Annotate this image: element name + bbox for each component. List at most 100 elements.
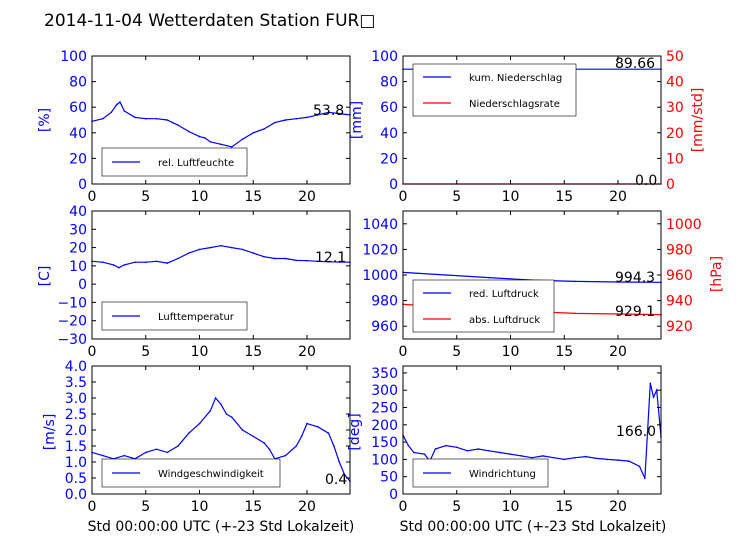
pressure-absolute-value: 929.1 bbox=[615, 304, 655, 320]
temperature-point-0-18 bbox=[274, 257, 276, 260]
wind-speed-point-0-25 bbox=[317, 426, 319, 428]
wind-speed-point-0-17 bbox=[252, 435, 255, 438]
wind-speed-point-0-26 bbox=[327, 432, 330, 435]
pressure-ytick2-label: 940 bbox=[666, 294, 693, 310]
wind-speed-xtick-label: 15 bbox=[244, 499, 262, 515]
humidity-xtick-label: 0 bbox=[88, 189, 97, 205]
temperature-point-0-7 bbox=[155, 260, 158, 263]
wind-direction-point-0-24 bbox=[638, 465, 641, 468]
humidity-point-0-20 bbox=[252, 132, 255, 134]
temperature-series-0 bbox=[91, 245, 351, 269]
wind-speed-xlabel: Std 00:00:00 UTC (+-23 Std Lokalzeit) bbox=[88, 519, 355, 535]
pressure-xtick-label: 10 bbox=[502, 344, 520, 360]
wind-speed-point-0-1 bbox=[102, 454, 104, 457]
temperature-xtick-label: 20 bbox=[298, 344, 316, 360]
wind-speed-ytick-label: 2.5 bbox=[65, 407, 87, 423]
wind-direction-point-0-5 bbox=[434, 448, 437, 450]
humidity-point-0-23 bbox=[284, 119, 287, 121]
wind-direction-point-0-6 bbox=[445, 444, 447, 447]
humidity-ytick-label: 100 bbox=[60, 49, 87, 65]
precipitation-panel: 0 5 10 15 20 0 20 40 60 80 100 0 10 20 30 40 50 kum. Nied… bbox=[349, 49, 706, 205]
precip-ytick-label: 40 bbox=[380, 126, 398, 142]
humidity-ylabel: [%] bbox=[37, 108, 53, 132]
precip-legend-box bbox=[412, 63, 577, 117]
temperature-point-0-19 bbox=[284, 257, 287, 260]
precipitation-rate-ylabel: [mm/std] bbox=[690, 88, 706, 153]
wind-speed-point-0-24 bbox=[306, 422, 308, 425]
temperature-xtick-label: 5 bbox=[141, 344, 150, 360]
temperature-last-value: 12.1 bbox=[315, 250, 346, 266]
wind-speed-ytick-label: 1.0 bbox=[65, 455, 87, 471]
wind-speed-point-0-19 bbox=[268, 448, 271, 451]
wind-direction-panel: 0 5 10 15 20050100150200250300350Windrichtun… bbox=[347, 365, 667, 535]
humidity-point-0-17 bbox=[225, 144, 228, 147]
wind-direction-point-0-7 bbox=[456, 446, 458, 449]
precip-ytick-label: 80 bbox=[380, 75, 398, 91]
precip-xtick-label: 0 bbox=[399, 189, 408, 205]
temperature-point-0-20 bbox=[295, 259, 298, 262]
humidity-point-0-13 bbox=[198, 135, 201, 138]
humidity-panel: 0 5 10 15 20 0 20 40 60 80 100 rel. Luftfeuchte [%]… bbox=[37, 49, 351, 205]
temperature-point-0-15 bbox=[241, 248, 244, 251]
temperature-ytick-label: 20 bbox=[69, 241, 87, 257]
temperature-point-0-6 bbox=[145, 261, 147, 264]
humidity-point-0-6 bbox=[134, 116, 136, 119]
wind-direction-xtick-label: 5 bbox=[452, 499, 461, 515]
wind-direction-point-0-18 bbox=[574, 456, 576, 459]
temperature-point-0-17 bbox=[263, 255, 265, 258]
temperature-point-0-1 bbox=[102, 261, 104, 264]
temperature-xtick-label: 0 bbox=[88, 344, 97, 360]
pressure-panel: 0 5 10 15 20 960 980 1000 1020 1040 920 940 960 980 10… bbox=[362, 210, 725, 360]
temperature-ytick-label: 10 bbox=[69, 259, 87, 275]
wind-speed-point-0-5 bbox=[145, 451, 147, 454]
wind-speed-point-0-22 bbox=[295, 445, 298, 447]
pressure-ylabel: [hPa] bbox=[709, 256, 725, 292]
wind-direction-point-0-8 bbox=[466, 450, 469, 452]
wind-direction-point-0-22 bbox=[617, 459, 619, 461]
precip-xtick-label: 15 bbox=[555, 189, 573, 205]
humidity-point-0-15 bbox=[209, 141, 212, 143]
wind-direction-point-0-3 bbox=[423, 453, 426, 456]
temperature-point-0-22 bbox=[317, 260, 319, 263]
humidity-point-0-25 bbox=[306, 116, 308, 119]
humidity-frame bbox=[91, 55, 351, 185]
temperature-point-0-11 bbox=[198, 248, 201, 251]
wind-direction-ytick-label: 200 bbox=[371, 418, 398, 434]
pressure-reduced-value: 994.3 bbox=[615, 270, 655, 286]
humidity-xtick-label: 5 bbox=[141, 189, 150, 205]
wind-speed-point-0-27 bbox=[333, 445, 335, 447]
pressure-point-1-5 bbox=[617, 313, 619, 315]
temperature-panel: 0 5 10 15 20 −30 −20 −10 0 10 20 30 40 Lufttemperatur… bbox=[37, 204, 351, 360]
pressure-ytick-label: 1020 bbox=[362, 242, 398, 258]
wind-direction-ylabel: [deg] bbox=[347, 413, 363, 450]
temperature-point-0-9 bbox=[177, 257, 179, 260]
humidity-point-0-10 bbox=[171, 121, 174, 124]
humidity-point-0-28 bbox=[338, 112, 341, 115]
humidity-ytick-label: 0 bbox=[78, 177, 87, 193]
wind-speed-xtick-label: 5 bbox=[141, 499, 150, 515]
precip-ytick-label: 20 bbox=[380, 151, 398, 167]
wind-direction-xlabel: Std 00:00:00 UTC (+-23 Std Lokalzeit) bbox=[400, 519, 667, 535]
wind-speed-ytick-label: 1.5 bbox=[65, 439, 87, 455]
wind-direction-point-0-25 bbox=[644, 477, 646, 480]
humidity-point-0-2 bbox=[110, 111, 113, 114]
wind-direction-point-0-9 bbox=[477, 448, 480, 450]
wind-speed-point-0-29 bbox=[343, 474, 346, 476]
wind-speed-ytick-label: 3.5 bbox=[65, 375, 87, 391]
wind-speed-point-0-14 bbox=[225, 413, 228, 415]
wind-speed-ytick-label: 0.0 bbox=[65, 487, 87, 503]
humidity-last-value: 53.8 bbox=[313, 103, 344, 119]
humidity-point-0-12 bbox=[188, 130, 190, 133]
pressure-legend-box bbox=[412, 279, 555, 333]
wind-speed-point-0-23 bbox=[300, 435, 303, 438]
pressure-ytick-label: 960 bbox=[371, 319, 398, 335]
humidity-point-0-7 bbox=[145, 117, 147, 120]
humidity-point-0-9 bbox=[166, 119, 169, 121]
wind-speed-point-0-16 bbox=[241, 429, 244, 431]
temperature-ytick-label: 40 bbox=[69, 204, 87, 220]
temperature-ytick-label: −10 bbox=[57, 295, 87, 311]
wind-speed-point-0-12 bbox=[214, 397, 217, 399]
wind-speed-last-value: 0.4 bbox=[325, 472, 347, 488]
precip-ytick2-label: 40 bbox=[666, 75, 684, 91]
temperature-ytick-label: 0 bbox=[78, 277, 87, 293]
